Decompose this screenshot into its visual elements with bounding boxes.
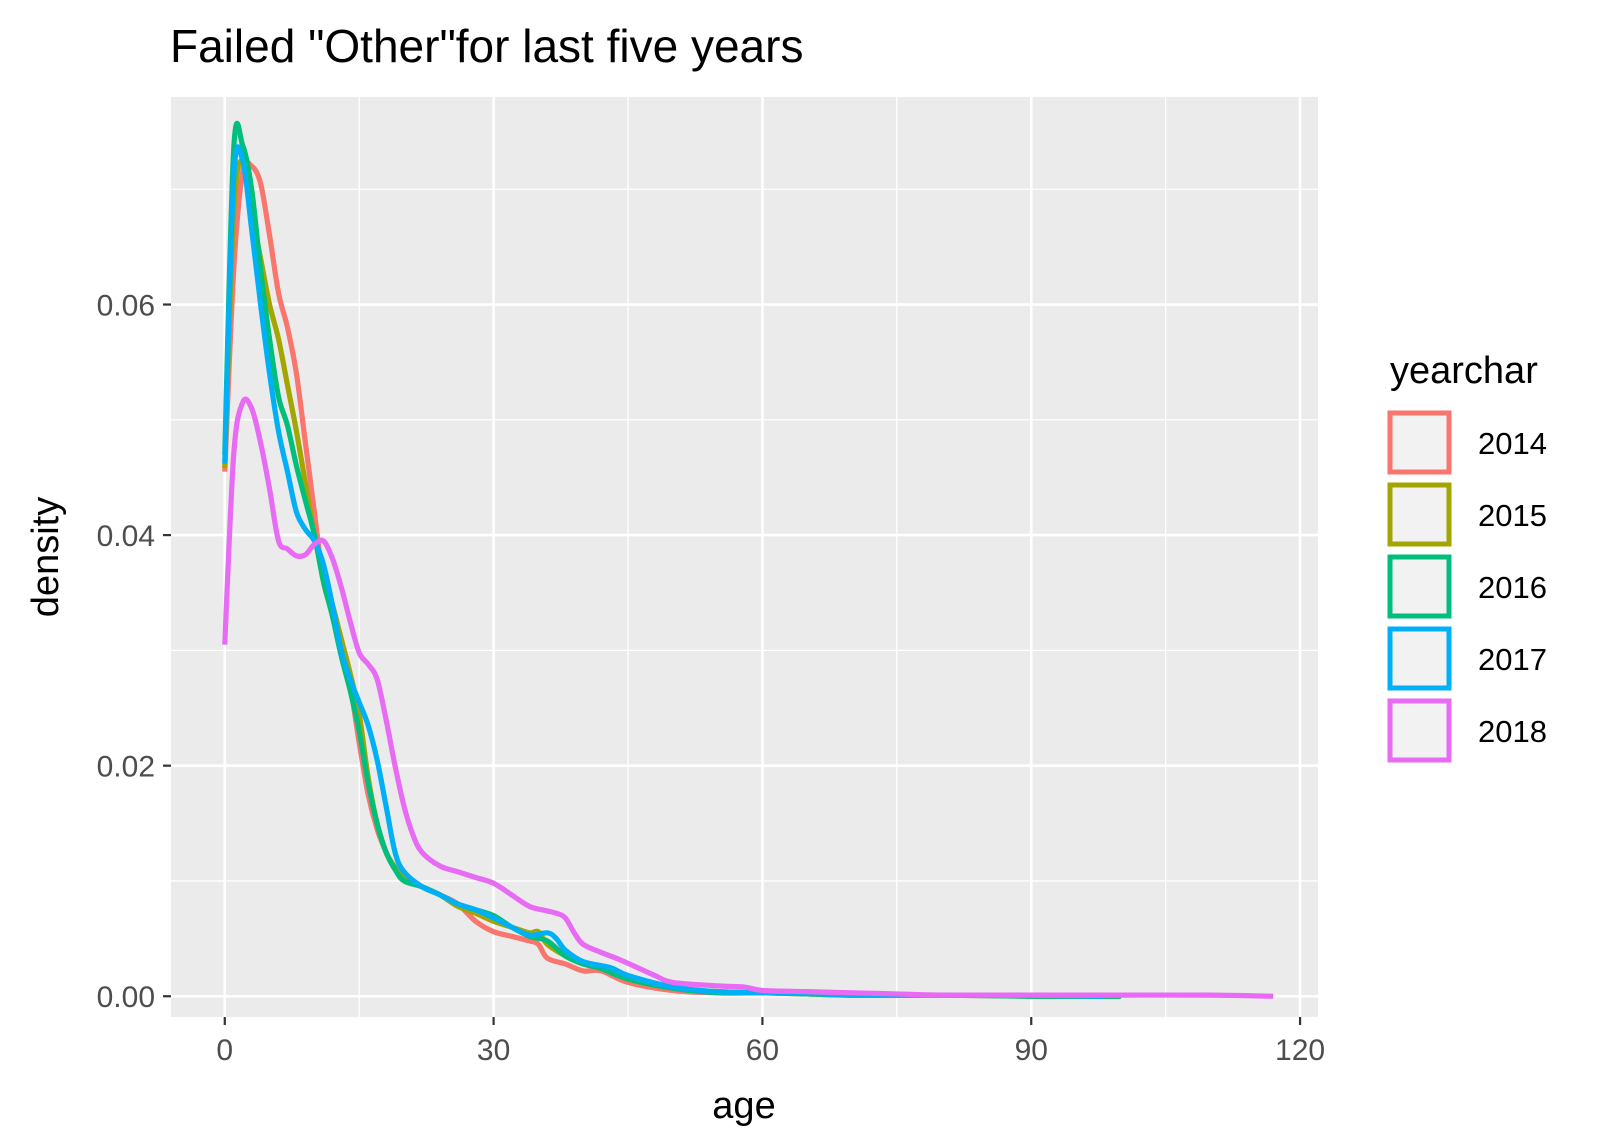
y-tick-label: 0.06 bbox=[97, 290, 155, 323]
legend-label-2016: 2016 bbox=[1478, 570, 1547, 605]
series-line-2017 bbox=[222, 144, 1103, 999]
legend-key-2017 bbox=[1387, 626, 1452, 691]
legend-key-2015 bbox=[1387, 482, 1452, 547]
legend-title: yearchar bbox=[1390, 350, 1538, 392]
legend-items: 2014 2015 2016 2017 2018 bbox=[1387, 410, 1547, 763]
x-tick-label: 120 bbox=[1275, 1034, 1325, 1067]
legend-label-2015: 2015 bbox=[1478, 498, 1547, 533]
x-axis-title: age bbox=[712, 1085, 775, 1127]
y-tick-label: 0.00 bbox=[97, 981, 155, 1014]
legend-label-2017: 2017 bbox=[1478, 642, 1547, 677]
x-axis: 0 30 60 90 120 bbox=[216, 1017, 1325, 1067]
x-tick-label: 60 bbox=[746, 1034, 779, 1067]
y-axis-title: density bbox=[25, 497, 67, 617]
plot-panel bbox=[171, 97, 1318, 1017]
legend-key-2014 bbox=[1387, 410, 1452, 475]
y-tick-label: 0.04 bbox=[97, 520, 155, 553]
legend-key-2018 bbox=[1387, 698, 1452, 763]
y-axis: 0.00 0.02 0.04 0.06 bbox=[97, 290, 171, 1014]
legend: yearchar 2014 2015 2016 2017 2018 bbox=[1387, 350, 1547, 763]
legend-label-2014: 2014 bbox=[1478, 426, 1547, 461]
density-series bbox=[222, 120, 1274, 999]
y-tick-label: 0.02 bbox=[97, 751, 155, 784]
legend-key-2016 bbox=[1387, 554, 1452, 619]
x-tick-label: 30 bbox=[477, 1034, 510, 1067]
chart-title: Failed "Other"for last five years bbox=[170, 20, 803, 72]
x-tick-label: 0 bbox=[216, 1034, 233, 1067]
series-line-2018 bbox=[222, 396, 1274, 999]
x-tick-label: 90 bbox=[1015, 1034, 1048, 1067]
minor-gridlines bbox=[171, 97, 1318, 1017]
legend-label-2018: 2018 bbox=[1478, 714, 1547, 749]
